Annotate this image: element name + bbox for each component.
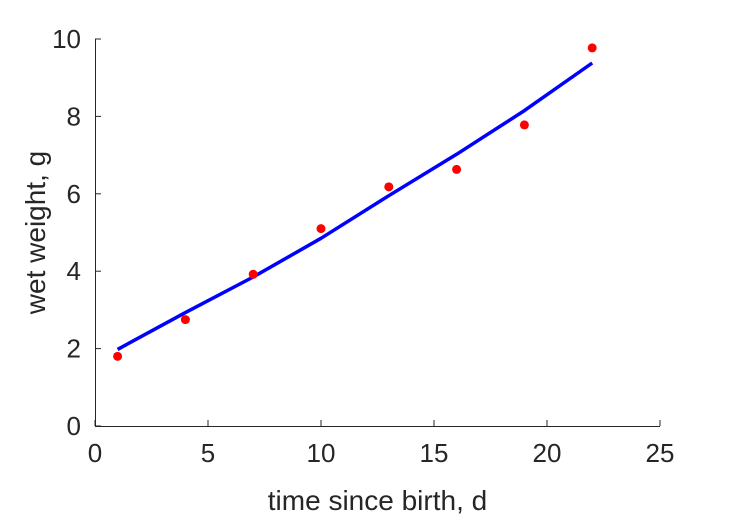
y-ticks: 0 2 4 6 8 10 [52, 24, 101, 441]
data-point [384, 182, 394, 192]
fit-curve [116, 61, 594, 351]
x-tick-label: 20 [533, 438, 562, 468]
data-point [180, 315, 190, 325]
data-point [316, 224, 326, 234]
y-tick-label: 4 [67, 256, 81, 286]
x-ticks: 0 5 10 15 20 25 [88, 420, 675, 468]
x-tick-label: 0 [88, 438, 102, 468]
x-axis-label: time since birth, d [268, 485, 487, 516]
y-axis-label: wet weight, g [20, 151, 51, 315]
data-point [113, 351, 123, 361]
y-tick-label: 10 [52, 24, 81, 54]
y-tick-label: 8 [67, 101, 81, 131]
x-tick-label: 15 [420, 438, 449, 468]
plot-area: 0 5 10 15 20 25 0 2 4 6 8 10 [52, 24, 674, 468]
y-tick-label: 0 [67, 411, 81, 441]
data-point [519, 120, 529, 130]
x-tick-label: 10 [307, 438, 336, 468]
series-layer [113, 43, 597, 361]
data-point [248, 269, 258, 279]
y-tick-label: 6 [67, 179, 81, 209]
y-tick-label: 2 [67, 334, 81, 364]
x-tick-label: 5 [201, 438, 215, 468]
x-tick-label: 25 [646, 438, 675, 468]
data-point [587, 43, 597, 53]
data-point [452, 164, 462, 174]
